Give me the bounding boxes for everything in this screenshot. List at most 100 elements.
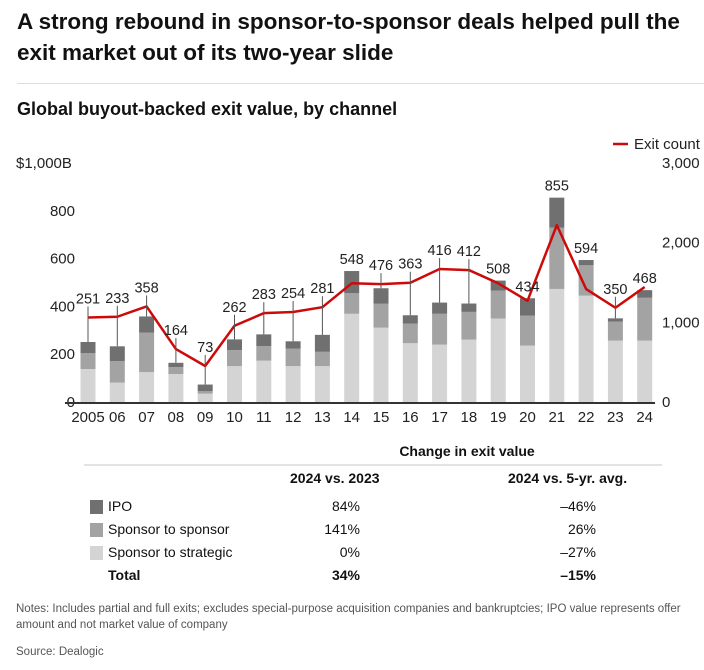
x-tick-label: 11	[256, 409, 272, 426]
total-value-label: 251	[76, 292, 100, 308]
bar-ipo	[139, 316, 155, 333]
table-divider	[84, 464, 662, 466]
bar-ipo	[637, 290, 653, 298]
total-value-label: 233	[105, 291, 129, 307]
bar-ipo	[607, 318, 623, 322]
bar-sponsor-to-strategic	[461, 339, 477, 402]
row-value-1: 0%	[339, 544, 360, 560]
bar-ipo	[461, 303, 477, 312]
x-tick-label: 21	[548, 409, 565, 426]
y2-tick-label: 3,000	[662, 155, 700, 172]
exit-count-line	[87, 223, 646, 368]
bar-sponsor-to-strategic	[197, 393, 213, 402]
bar-ipo	[402, 315, 418, 324]
legend-exit-count-label: Exit count	[634, 136, 701, 153]
total-value-label: 358	[134, 280, 158, 296]
y-tick-label: 600	[50, 251, 75, 268]
bar-sponsor-to-sponsor	[168, 367, 184, 375]
total-value-label: 283	[252, 287, 276, 303]
total-value-label: 350	[603, 282, 627, 298]
bar-ipo	[168, 362, 184, 368]
bar-sponsor-to-strategic	[139, 372, 155, 402]
y-tick-label: 200	[50, 346, 75, 363]
y-tick-label: 800	[50, 203, 75, 220]
bar-sponsor-to-strategic	[402, 343, 418, 402]
bar-sponsor-to-sponsor	[607, 321, 623, 341]
x-tick-label: 18	[461, 409, 478, 426]
x-tick-label: 15	[373, 409, 390, 426]
total-value-label: 594	[574, 241, 598, 257]
row-value-2: 26%	[567, 521, 596, 537]
headline: A strong rebound in sponsor-to-sponsor d…	[17, 9, 680, 65]
bar-sponsor-to-sponsor	[285, 348, 301, 367]
row-label: Sponsor to sponsor	[108, 521, 230, 537]
bar-sponsor-to-sponsor	[549, 227, 565, 289]
bar-sponsor-to-sponsor	[461, 311, 477, 340]
bar-sponsor-to-strategic	[168, 374, 184, 402]
row-value-2: –27%	[560, 544, 596, 560]
table-row-sponsor-to-strategic: Sponsor to strategic 0% –27%	[0, 543, 704, 563]
bar-sponsor-to-sponsor	[402, 323, 418, 344]
row-label: IPO	[108, 498, 133, 514]
row-value-1: 34%	[331, 567, 360, 583]
bar-sponsor-to-sponsor	[637, 297, 653, 341]
source: Source: Dealogic	[16, 646, 104, 658]
total-value-label: 363	[398, 257, 422, 273]
total-value-label: 468	[633, 271, 657, 287]
bar-ipo	[432, 302, 448, 314]
col-header-vs-2023: 2024 vs. 2023	[290, 470, 380, 486]
total-value-label: 262	[222, 300, 246, 316]
bar-sponsor-to-strategic	[285, 366, 301, 402]
x-tick-label: 24	[636, 409, 653, 426]
total-value-label: 281	[310, 281, 334, 297]
bar-ipo	[227, 339, 242, 351]
x-tick-label: 09	[197, 409, 214, 426]
bar-sponsor-to-sponsor	[80, 353, 96, 370]
y2-tick-label: 0	[662, 394, 670, 411]
bar-sponsor-to-strategic	[432, 344, 448, 402]
bar-ipo	[578, 260, 594, 266]
x-tick-label: 23	[607, 409, 624, 426]
y-axis-top-label: $1,000B	[16, 155, 72, 172]
bar-ipo	[549, 197, 565, 228]
x-tick-label: 13	[314, 409, 331, 426]
bar-ipo	[520, 298, 535, 316]
bar-sponsor-to-strategic	[490, 318, 506, 402]
strategic-swatch	[90, 546, 103, 560]
total-value-label: 412	[457, 244, 481, 260]
total-value-label: 416	[427, 243, 451, 259]
x-tick-label: 16	[402, 409, 419, 426]
total-value-label: 73	[197, 340, 213, 356]
notes: Notes: Includes partial and full exits; …	[16, 603, 681, 631]
bar-sponsor-to-sponsor	[490, 290, 506, 319]
bar-ipo	[109, 346, 125, 362]
bar-sponsor-to-sponsor	[578, 265, 594, 296]
row-value-2: –15%	[560, 567, 596, 583]
bar-sponsor-to-sponsor	[109, 361, 125, 383]
table-row-total: Total 34% –15%	[0, 566, 704, 586]
table-row-sponsor-to-sponsor: Sponsor to sponsor 141% 26%	[0, 520, 704, 540]
bar-sponsor-to-sponsor	[432, 313, 448, 345]
exit-value-chart: 0200400600800$1,000B01,0002,0003,000Exit…	[16, 136, 701, 426]
bar-ipo	[373, 288, 389, 304]
row-label: Sponsor to strategic	[108, 544, 233, 560]
x-tick-label: 08	[168, 409, 185, 426]
x-tick-label: 12	[285, 409, 302, 426]
x-tick-label: 2005	[71, 409, 104, 426]
bar-sponsor-to-strategic	[344, 313, 360, 402]
row-value-2: –46%	[560, 498, 596, 514]
x-tick-label: 07	[138, 409, 155, 426]
total-value-label: 508	[486, 262, 510, 278]
total-value-label: 254	[281, 286, 305, 302]
bar-sponsor-to-sponsor	[520, 315, 535, 346]
chart-title: Global buyout-backed exit value, by chan…	[17, 99, 398, 119]
ipo-swatch	[90, 500, 103, 514]
divider	[17, 83, 704, 84]
x-tick-label: 22	[578, 409, 595, 426]
bar-sponsor-to-sponsor	[139, 332, 155, 373]
total-value-label: 164	[164, 323, 188, 339]
col-header-vs-5yr: 2024 vs. 5-yr. avg.	[508, 470, 628, 486]
bar-ipo	[80, 342, 96, 354]
x-tick-label: 14	[343, 409, 360, 426]
table-title: Change in exit value	[399, 443, 535, 459]
